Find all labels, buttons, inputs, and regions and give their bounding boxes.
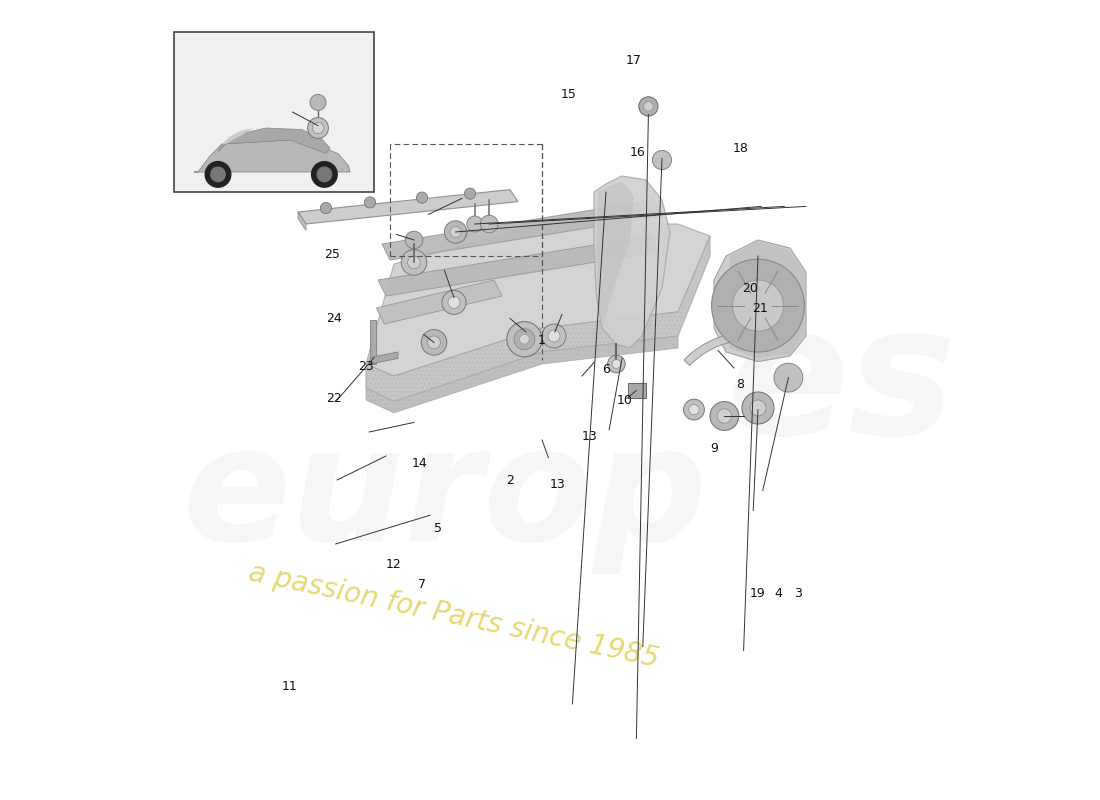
Circle shape bbox=[481, 215, 498, 233]
Circle shape bbox=[750, 400, 766, 416]
Bar bbox=[174, 32, 374, 192]
Text: 19: 19 bbox=[750, 587, 766, 600]
Polygon shape bbox=[298, 190, 518, 224]
Circle shape bbox=[689, 405, 700, 414]
Text: 16: 16 bbox=[630, 146, 646, 158]
Text: 20: 20 bbox=[742, 282, 758, 294]
Circle shape bbox=[312, 122, 323, 134]
Polygon shape bbox=[218, 128, 330, 154]
Circle shape bbox=[421, 330, 447, 355]
Polygon shape bbox=[370, 352, 398, 364]
Circle shape bbox=[774, 363, 803, 392]
Circle shape bbox=[644, 102, 653, 111]
Polygon shape bbox=[378, 236, 658, 296]
Text: 18: 18 bbox=[733, 142, 748, 154]
Text: 23: 23 bbox=[359, 360, 374, 373]
Text: a passion for Parts since 1985: a passion for Parts since 1985 bbox=[246, 558, 661, 674]
Text: 6: 6 bbox=[602, 363, 609, 376]
Circle shape bbox=[308, 118, 329, 138]
Circle shape bbox=[712, 259, 804, 352]
Circle shape bbox=[450, 226, 461, 238]
Polygon shape bbox=[730, 242, 804, 358]
Text: 7: 7 bbox=[418, 578, 426, 590]
Text: es: es bbox=[726, 296, 956, 472]
Circle shape bbox=[310, 94, 326, 110]
Circle shape bbox=[514, 329, 535, 350]
Text: 10: 10 bbox=[616, 394, 632, 406]
Circle shape bbox=[442, 290, 466, 314]
Polygon shape bbox=[596, 182, 634, 328]
Circle shape bbox=[320, 202, 331, 214]
Circle shape bbox=[683, 399, 704, 420]
Circle shape bbox=[311, 162, 338, 187]
Circle shape bbox=[444, 221, 466, 243]
Circle shape bbox=[652, 150, 672, 170]
Circle shape bbox=[211, 167, 226, 182]
Text: 3: 3 bbox=[794, 587, 802, 600]
Circle shape bbox=[364, 197, 375, 208]
Circle shape bbox=[639, 97, 658, 116]
Polygon shape bbox=[194, 140, 350, 172]
Polygon shape bbox=[594, 176, 670, 348]
Text: 1: 1 bbox=[538, 334, 546, 346]
Polygon shape bbox=[366, 236, 710, 402]
Circle shape bbox=[607, 355, 625, 373]
Text: 24: 24 bbox=[326, 312, 342, 325]
Circle shape bbox=[733, 280, 783, 331]
Circle shape bbox=[417, 192, 428, 203]
Polygon shape bbox=[714, 240, 806, 362]
Circle shape bbox=[405, 231, 422, 249]
Text: 2: 2 bbox=[506, 474, 514, 486]
Text: europ: europ bbox=[182, 418, 707, 574]
Polygon shape bbox=[684, 332, 778, 366]
Circle shape bbox=[317, 167, 331, 182]
Text: 15: 15 bbox=[561, 88, 576, 101]
Circle shape bbox=[464, 188, 475, 199]
Circle shape bbox=[542, 324, 566, 348]
Text: 17: 17 bbox=[625, 54, 641, 66]
Circle shape bbox=[507, 322, 542, 357]
Text: 25: 25 bbox=[324, 248, 340, 261]
Text: 9: 9 bbox=[711, 442, 718, 454]
Circle shape bbox=[206, 162, 231, 187]
Circle shape bbox=[448, 296, 460, 308]
Circle shape bbox=[428, 336, 440, 349]
Polygon shape bbox=[370, 320, 376, 364]
Circle shape bbox=[742, 392, 774, 424]
Circle shape bbox=[408, 256, 420, 269]
Polygon shape bbox=[366, 336, 678, 413]
Text: 4: 4 bbox=[774, 587, 782, 600]
Text: 21: 21 bbox=[751, 302, 768, 314]
Circle shape bbox=[548, 330, 560, 342]
Circle shape bbox=[612, 359, 620, 368]
Polygon shape bbox=[366, 224, 710, 376]
Polygon shape bbox=[382, 200, 662, 260]
Circle shape bbox=[402, 250, 427, 275]
Bar bbox=[628, 383, 646, 398]
Circle shape bbox=[717, 409, 732, 423]
Circle shape bbox=[466, 216, 483, 232]
Text: 13: 13 bbox=[582, 430, 598, 442]
Circle shape bbox=[710, 402, 739, 430]
Text: 8: 8 bbox=[736, 378, 745, 390]
Polygon shape bbox=[222, 128, 254, 144]
Text: 14: 14 bbox=[411, 458, 428, 470]
Text: 5: 5 bbox=[434, 522, 442, 534]
Text: 11: 11 bbox=[282, 680, 298, 693]
Circle shape bbox=[519, 334, 529, 344]
Text: 12: 12 bbox=[386, 558, 402, 570]
Polygon shape bbox=[376, 280, 502, 324]
Text: 13: 13 bbox=[550, 478, 565, 490]
Polygon shape bbox=[298, 212, 306, 230]
Text: 22: 22 bbox=[326, 392, 342, 405]
